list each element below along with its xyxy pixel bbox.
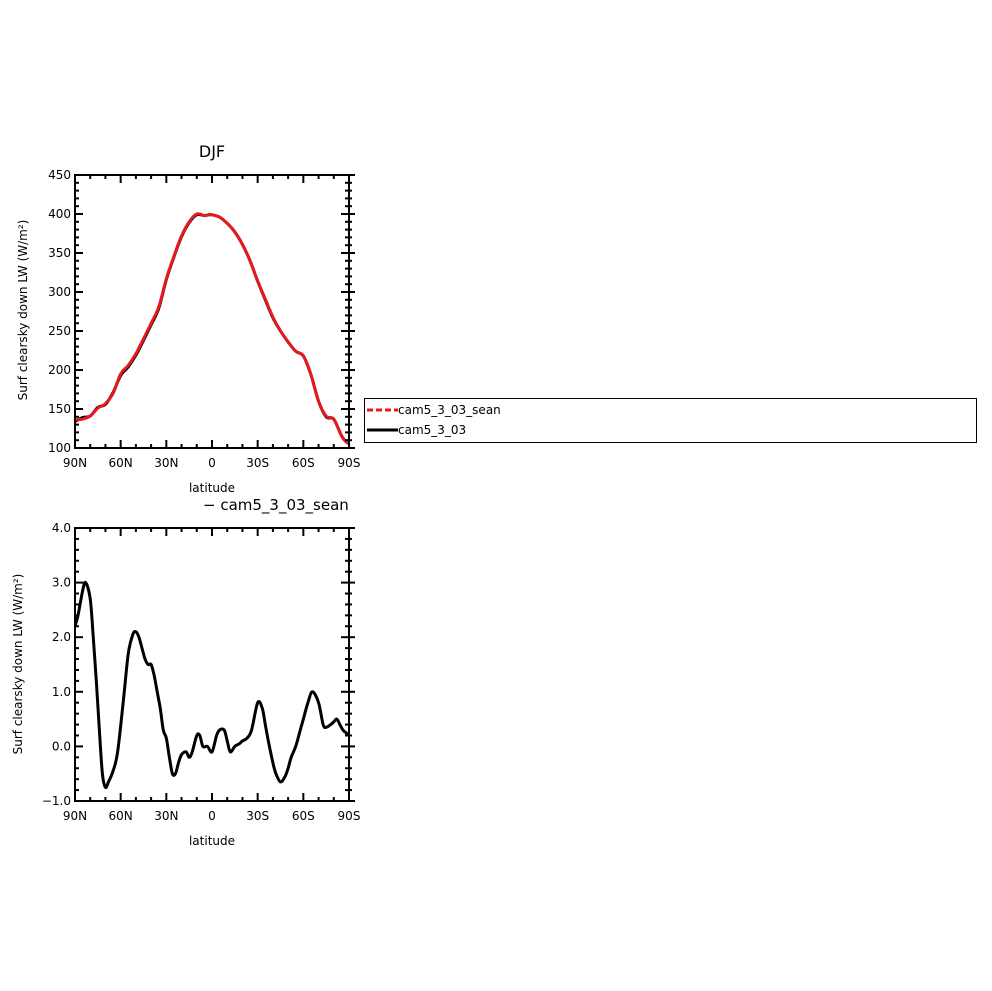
bottom-x-tick-label: 90N <box>63 809 87 823</box>
bottom-y-tick-label: 2.0 <box>52 630 71 644</box>
difference-plot-panel: − cam5_3_03_sean Surf clearsky down LW (… <box>11 496 360 848</box>
bottom-y-tick-label: −1.0 <box>42 794 71 808</box>
top-y-tick-label: 150 <box>48 402 71 416</box>
top-series-line-0 <box>75 212 349 445</box>
legend: cam5_3_03_sean cam5_3_03 <box>364 398 977 443</box>
bottom-x-tick-label: 60S <box>292 809 315 823</box>
top-y-tick-label: 350 <box>48 246 71 260</box>
top-x-tick-label: 0 <box>208 456 216 470</box>
top-x-tick-label: 30N <box>154 456 178 470</box>
top-x-tick-label: 90N <box>63 456 87 470</box>
top-y-tick-label: 300 <box>48 285 71 299</box>
top-series-line-1 <box>75 212 349 445</box>
mean-plot-panel: DJF Surf clearsky down LW (W/m²) latitud… <box>16 142 360 495</box>
bottom-y-tick-label: 4.0 <box>52 521 71 535</box>
difference-plot-title: − cam5_3_03_sean <box>203 496 349 515</box>
difference-plot-area: 90N 60N 30N 0 30S 60S 90S −1.0 0.0 1.0 2.0 3.0 4.0 <box>42 521 361 823</box>
y-axis-title-diff: Surf clearsky down LW (W/m²) <box>11 574 25 755</box>
mean-plot-area: 90N 60N 30N 0 30S 60S 90S 100 150 200 250 300 350 400… <box>48 168 360 470</box>
top-y-tick-label: 200 <box>48 363 71 377</box>
top-y-tick-label: 450 <box>48 168 71 182</box>
legend-box <box>364 398 977 443</box>
top-y-tick-label: 250 <box>48 324 71 338</box>
top-x-tick-label: 60N <box>109 456 133 470</box>
bottom-y-tick-label: 0.0 <box>52 739 71 753</box>
bottom-x-tick-label: 0 <box>208 809 216 823</box>
bottom-x-tick-label: 30S <box>246 809 269 823</box>
bottom-x-tick-label: 90S <box>338 809 361 823</box>
legend-label-cam: cam5_3_03 <box>398 423 466 437</box>
plot-title: DJF <box>199 142 225 161</box>
x-axis-title: latitude <box>189 481 235 495</box>
bottom-x-tick-label: 30N <box>154 809 178 823</box>
top-y-tick-label: 400 <box>48 207 71 221</box>
top-x-tick-label: 60S <box>292 456 315 470</box>
bottom-y-tick-label: 1.0 <box>52 685 71 699</box>
y-axis-title: Surf clearsky down LW (W/m²) <box>16 220 30 401</box>
bottom-series-line-0 <box>75 580 349 790</box>
top-y-tick-label: 100 <box>48 441 71 455</box>
legend-label-sean: cam5_3_03_sean <box>398 403 501 417</box>
bottom-x-tick-label: 60N <box>109 809 133 823</box>
x-axis-title-diff: latitude <box>189 834 235 848</box>
bottom-y-tick-label: 3.0 <box>52 576 71 590</box>
top-x-tick-label: 30S <box>246 456 269 470</box>
top-x-tick-label: 90S <box>338 456 361 470</box>
